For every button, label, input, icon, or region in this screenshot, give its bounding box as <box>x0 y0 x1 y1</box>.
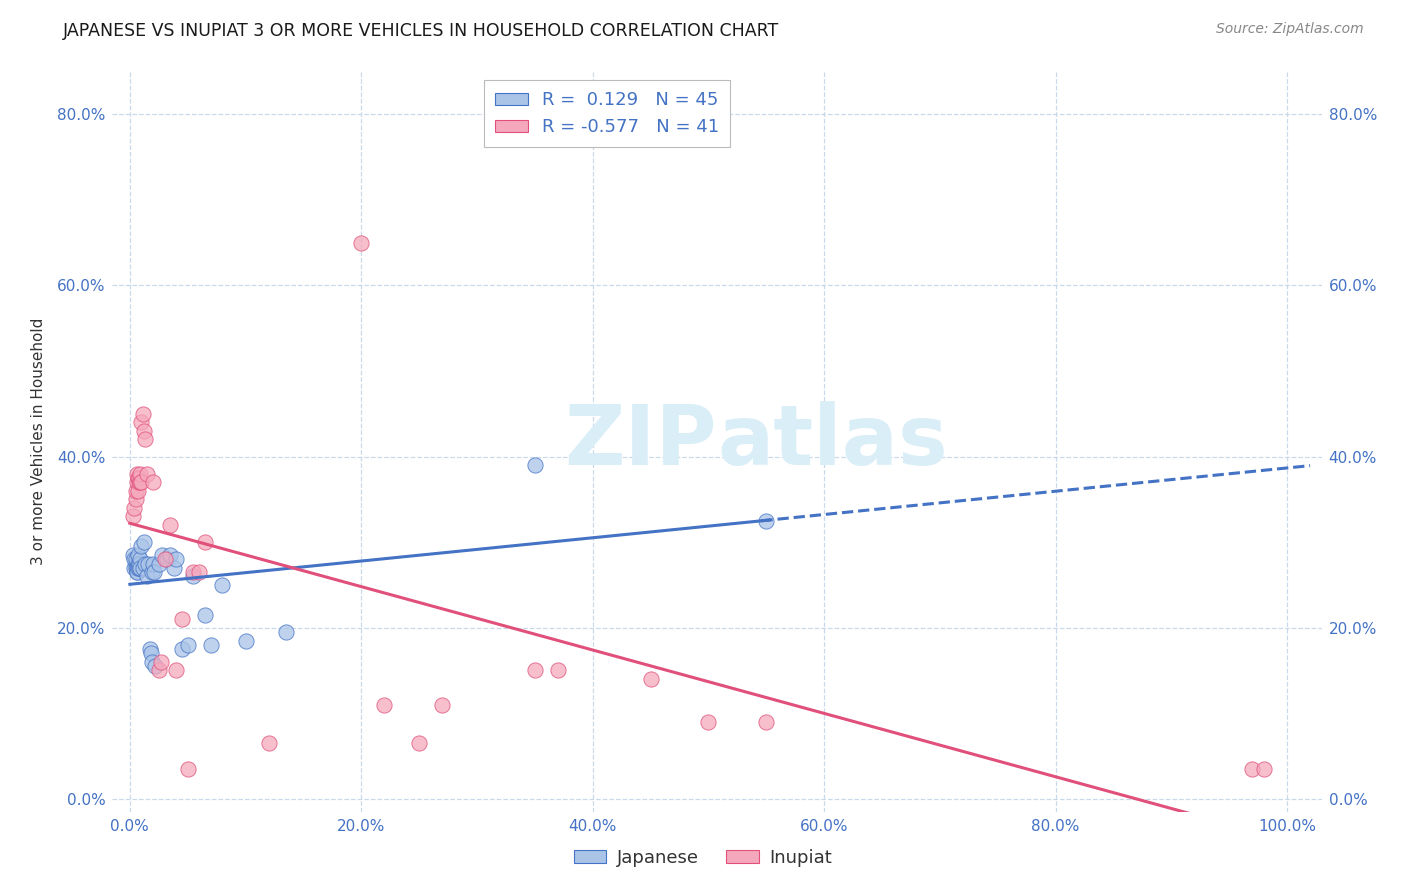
Legend: Japanese, Inupiat: Japanese, Inupiat <box>567 842 839 874</box>
Point <box>129 552 152 566</box>
Text: atlas: atlas <box>717 401 948 482</box>
Point <box>128 557 150 571</box>
Point <box>408 736 430 750</box>
Point <box>131 561 153 575</box>
Point <box>134 433 156 447</box>
Point <box>138 557 160 571</box>
Point <box>127 483 149 498</box>
Text: ZIP: ZIP <box>565 401 717 482</box>
Point <box>129 467 152 481</box>
Point <box>156 552 179 566</box>
Point <box>235 633 257 648</box>
Point <box>132 424 155 438</box>
Text: Source: ZipAtlas.com: Source: ZipAtlas.com <box>1216 22 1364 37</box>
Point <box>148 557 170 571</box>
Point <box>129 561 152 575</box>
Point <box>136 467 159 481</box>
Legend: R =  0.129   N = 45, R = -0.577   N = 41: R = 0.129 N = 45, R = -0.577 N = 41 <box>484 80 730 147</box>
Point <box>122 509 145 524</box>
Point <box>131 540 153 554</box>
Point <box>194 607 217 622</box>
Point <box>142 475 165 490</box>
Point <box>274 624 297 639</box>
Point <box>122 548 145 562</box>
Point <box>170 612 193 626</box>
Point <box>136 569 159 583</box>
Point <box>124 483 146 498</box>
Point <box>124 561 146 575</box>
Point <box>124 557 146 571</box>
Point <box>170 642 193 657</box>
Point <box>127 561 149 575</box>
Point <box>124 552 146 566</box>
Point <box>142 557 165 571</box>
Point <box>153 552 176 566</box>
Point <box>124 561 146 575</box>
Point <box>176 762 198 776</box>
Point <box>141 655 163 669</box>
Point <box>523 458 546 472</box>
Point <box>194 535 217 549</box>
Point <box>143 565 166 579</box>
Y-axis label: 3 or more Vehicles in Household: 3 or more Vehicles in Household <box>31 318 46 566</box>
Point <box>547 664 569 678</box>
Point <box>150 548 173 562</box>
Point <box>211 578 233 592</box>
Point <box>257 736 280 750</box>
Point <box>124 500 146 515</box>
Point <box>129 475 152 490</box>
Point <box>1253 762 1275 776</box>
Point <box>127 471 149 485</box>
Point <box>165 664 187 678</box>
Point <box>697 714 720 729</box>
Point <box>200 638 222 652</box>
Point <box>188 565 211 579</box>
Point <box>128 475 150 490</box>
Point <box>755 714 778 729</box>
Point <box>125 565 148 579</box>
Point <box>141 565 163 579</box>
Point <box>125 565 148 579</box>
Point <box>159 548 181 562</box>
Point <box>163 561 186 575</box>
Point <box>350 235 373 250</box>
Text: JAPANESE VS INUPIAT 3 OR MORE VEHICLES IN HOUSEHOLD CORRELATION CHART: JAPANESE VS INUPIAT 3 OR MORE VEHICLES I… <box>63 22 779 40</box>
Point <box>134 557 156 571</box>
Point <box>125 475 148 490</box>
Point <box>127 548 149 562</box>
Point <box>523 664 546 678</box>
Point <box>124 492 146 507</box>
Point <box>373 698 395 712</box>
Point <box>159 518 181 533</box>
Point <box>755 514 778 528</box>
Point <box>138 642 160 657</box>
Point <box>1241 762 1264 776</box>
Point <box>165 552 187 566</box>
Point <box>143 659 166 673</box>
Point <box>640 672 662 686</box>
Point <box>124 552 146 566</box>
Point <box>176 638 198 652</box>
Point <box>150 655 173 669</box>
Point <box>125 561 148 575</box>
Point <box>148 664 170 678</box>
Point <box>128 471 150 485</box>
Point <box>125 467 148 481</box>
Point <box>131 475 153 490</box>
Point <box>131 407 153 421</box>
Point <box>132 535 155 549</box>
Point <box>139 646 162 660</box>
Point <box>432 698 454 712</box>
Point <box>127 557 149 571</box>
Point <box>183 565 205 579</box>
Point <box>131 415 153 429</box>
Point <box>183 569 205 583</box>
Point <box>128 561 150 575</box>
